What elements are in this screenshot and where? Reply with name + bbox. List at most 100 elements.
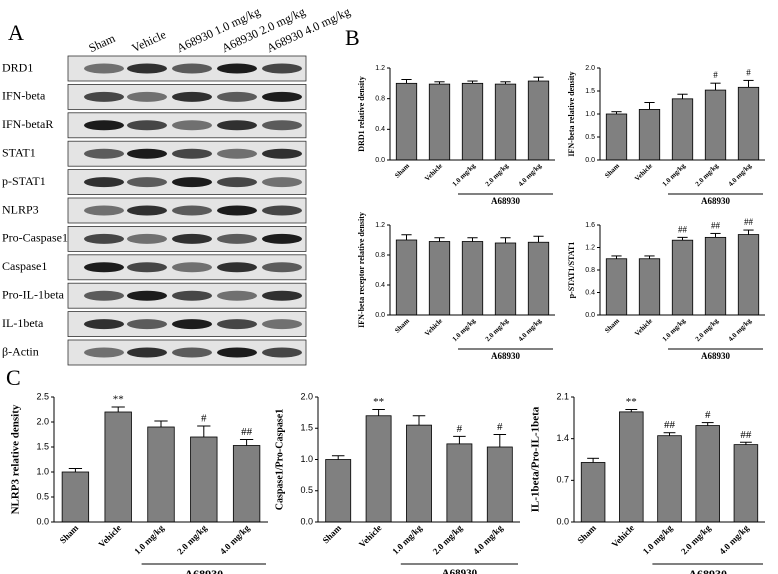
- blot-band: [127, 120, 167, 131]
- blot-band: [262, 63, 302, 74]
- error-bar: [533, 76, 544, 82]
- y-tick-label: 0.0: [300, 516, 313, 526]
- bar: [737, 86, 760, 161]
- blot-band: [127, 262, 167, 273]
- significance: ##: [241, 426, 253, 438]
- error-bar: [111, 406, 125, 412]
- x-tick-label: 2.0 mg/kg: [484, 317, 511, 344]
- blot-band: [84, 63, 124, 74]
- x-tick-label: 4.0 mg/kg: [218, 522, 252, 556]
- y-tick-label: 1.5: [585, 88, 595, 95]
- x-tick-label: 2.0 mg/kg: [694, 317, 721, 344]
- significance: ##: [744, 217, 754, 227]
- y-tick-label: 0.0: [375, 157, 385, 164]
- bar: [325, 459, 352, 523]
- y-tick-label: 2.1: [556, 391, 569, 401]
- y-tick-label: 0.4: [375, 282, 385, 289]
- protein-label: STAT1: [2, 145, 36, 159]
- blot-band: [217, 319, 257, 330]
- x-tick-label: Vehicle: [357, 523, 384, 550]
- y-tick-label: 0.8: [375, 252, 385, 259]
- y-tick-label: 1.2: [375, 65, 385, 72]
- significance: ##: [740, 429, 752, 441]
- error-bar: [467, 237, 478, 242]
- y-tick-label: 1.6: [585, 222, 595, 229]
- blot-band: [84, 233, 124, 244]
- x-tick-label: 2.0 mg/kg: [679, 522, 713, 556]
- blot-band: [217, 120, 257, 131]
- bar: [605, 113, 628, 161]
- blot-band: [172, 63, 212, 74]
- y-axis-label: IFN-beta receptor relative density: [357, 212, 366, 328]
- error-bar: [677, 236, 688, 241]
- bar: [737, 234, 760, 316]
- bar: [527, 241, 550, 316]
- x-tick-label: 4.0 mg/kg: [471, 522, 505, 556]
- y-tick-label: 2.0: [300, 391, 313, 401]
- x-tick-label: 4.0 mg/kg: [517, 317, 544, 344]
- significance: ##: [678, 224, 688, 234]
- bar: [695, 425, 720, 523]
- error-bar: [434, 237, 445, 242]
- error-bar: [743, 229, 754, 235]
- blot-band: [127, 290, 167, 301]
- blot-band: [262, 120, 302, 131]
- panel-label: B: [345, 25, 360, 50]
- y-tick-label: 1.2: [375, 222, 385, 229]
- x-tick-label: 1.0 mg/kg: [132, 522, 166, 556]
- blot-band: [217, 262, 257, 273]
- x-tick-label: 4.0 mg/kg: [727, 162, 754, 189]
- group-label: A68930: [688, 567, 727, 574]
- x-tick-label: Sham: [393, 317, 411, 335]
- error-bar: [625, 409, 638, 412]
- blot-band: [172, 290, 212, 301]
- bar: [605, 258, 628, 316]
- protein-label: Pro-IL-1beta: [2, 287, 65, 301]
- panel-label: A: [8, 20, 24, 45]
- blot-band: [172, 319, 212, 330]
- y-axis-label: IL-1beta/Pro-IL-1beta: [530, 406, 542, 512]
- blot-band: [217, 205, 257, 216]
- blot-band: [262, 347, 302, 358]
- group-label: A68930: [701, 196, 730, 206]
- significance: **: [626, 396, 637, 408]
- x-tick-label: 4.0 mg/kg: [517, 162, 544, 189]
- blot-band: [84, 347, 124, 358]
- y-tick-label: 0.0: [556, 516, 569, 526]
- blot-band: [127, 63, 167, 74]
- bar: [704, 236, 727, 316]
- error-bar: [239, 439, 254, 446]
- bar: [657, 435, 682, 523]
- significance: #: [713, 70, 718, 80]
- bar: [494, 242, 517, 316]
- y-tick-label: 2.5: [36, 391, 49, 401]
- significance: #: [201, 413, 207, 425]
- blot-band: [262, 233, 302, 244]
- group-label: A68930: [491, 351, 520, 361]
- blot-band: [262, 319, 302, 330]
- blot-band: [172, 262, 212, 273]
- bar: [395, 82, 418, 161]
- x-tick-label: Vehicle: [633, 317, 654, 338]
- protein-label: IFN-beta: [2, 89, 46, 103]
- blot-band: [262, 91, 302, 102]
- bar: [671, 98, 694, 161]
- y-tick-label: 0.0: [585, 312, 595, 319]
- blot-band: [127, 205, 167, 216]
- protein-label: NLRP3: [2, 202, 39, 216]
- blot-band: [127, 347, 167, 358]
- lane-label: Vehicle: [130, 27, 169, 55]
- error-bar: [500, 81, 511, 85]
- bar: [704, 89, 727, 161]
- y-tick-label: 0.0: [375, 312, 385, 319]
- y-tick-label: 1.0: [300, 454, 313, 464]
- panel-label: C: [6, 365, 21, 390]
- blot-band: [127, 91, 167, 102]
- bar: [190, 436, 218, 523]
- y-tick-label: 2.0: [36, 416, 49, 426]
- x-tick-label: Sham: [58, 522, 81, 545]
- protein-label: p-STAT1: [2, 174, 46, 188]
- x-tick-label: Vehicle: [423, 162, 444, 183]
- bar: [580, 462, 606, 523]
